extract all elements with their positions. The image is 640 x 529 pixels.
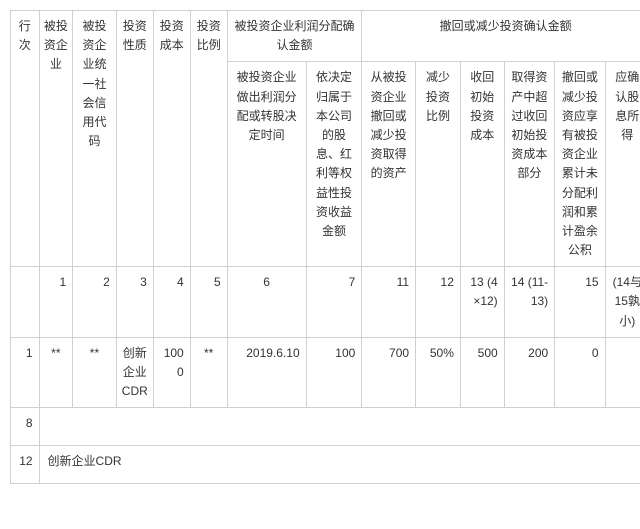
header-row-1: 行次 被投资企业 被投资企业统一社会信用代码 投资性质 投资成本 投资比例 被投… [11,11,640,62]
col-withdraw-asset: 从被投资企业撤回或减少投资取得的资产 [362,62,416,267]
idx-13: (14与15孰小) [605,267,640,338]
index-row: 1 2 3 4 5 6 7 11 12 13 (4×12) 14 (11-13)… [11,267,640,338]
col-cost: 投资成本 [153,11,190,267]
col-group-dividend: 被投资企业利润分配确认金额 [227,11,362,62]
idx-2: 2 [73,267,117,338]
col-uscc: 被投资企业统一社会信用代码 [73,11,117,267]
cell: 200 [504,337,555,408]
cell: 1000 [153,337,190,408]
idx-10: 13 (4×12) [460,267,504,338]
col-nature: 投资性质 [116,11,153,267]
idx-8: 11 [362,267,416,338]
idx-12: 15 [555,267,605,338]
idx-6: 6 [227,267,306,338]
investment-table: 行次 被投资企业 被投资企业统一社会信用代码 投资性质 投资成本 投资比例 被投… [10,10,640,484]
col-rownum: 行次 [11,11,40,267]
col-recover-cost: 收回初始投资成本 [460,62,504,267]
cell: 2019.6.10 [227,337,306,408]
cell: ** [73,337,117,408]
idx-blank [11,267,40,338]
idx-3: 3 [116,267,153,338]
col-group-withdraw: 撤回或减少投资确认金额 [362,11,640,62]
col-ratio: 投资比例 [190,11,227,267]
idx-4: 4 [153,267,190,338]
cell: 50% [416,337,461,408]
table-row: 1 ** ** 创新企业CDR 1000 ** 2019.6.10 100 70… [11,337,640,408]
cell-rownum: 1 [11,337,40,408]
idx-1: 1 [39,267,73,338]
cell-merged-label: 创新企业CDR [39,446,640,484]
cell: ** [39,337,73,408]
col-dividend-amt: 依决定归属于本公司的股息、红利等权益性投资收益金额 [306,62,362,267]
cell-rownum: 12 [11,446,40,484]
idx-5: 5 [190,267,227,338]
idx-9: 12 [416,267,461,338]
col-retained: 撤回或减少投资应享有被投资企业累计未分配利润和累计盈余公积 [555,62,605,267]
cell: 500 [460,337,504,408]
idx-7: 7 [306,267,362,338]
table-row: 12 创新企业CDR [11,446,640,484]
col-dividend-income: 应确认股息所得 [605,62,640,267]
col-excess: 取得资产中超过收回初始投资成本部分 [504,62,555,267]
cell: 创新企业CDR [116,337,153,408]
cell-empty [39,408,640,446]
cell: 0 [555,337,605,408]
cell: 700 [362,337,416,408]
cell [605,337,640,408]
table-viewport: 行次 被投资企业 被投资企业统一社会信用代码 投资性质 投资成本 投资比例 被投… [10,10,640,519]
col-decision-time: 被投资企业做出利润分配或转股决定时间 [227,62,306,267]
col-investee: 被投资企业 [39,11,73,267]
table-row: 8 [11,408,640,446]
col-reduce-ratio: 减少投资比例 [416,62,461,267]
cell: ** [190,337,227,408]
cell: 100 [306,337,362,408]
idx-11: 14 (11-13) [504,267,555,338]
cell-rownum: 8 [11,408,40,446]
